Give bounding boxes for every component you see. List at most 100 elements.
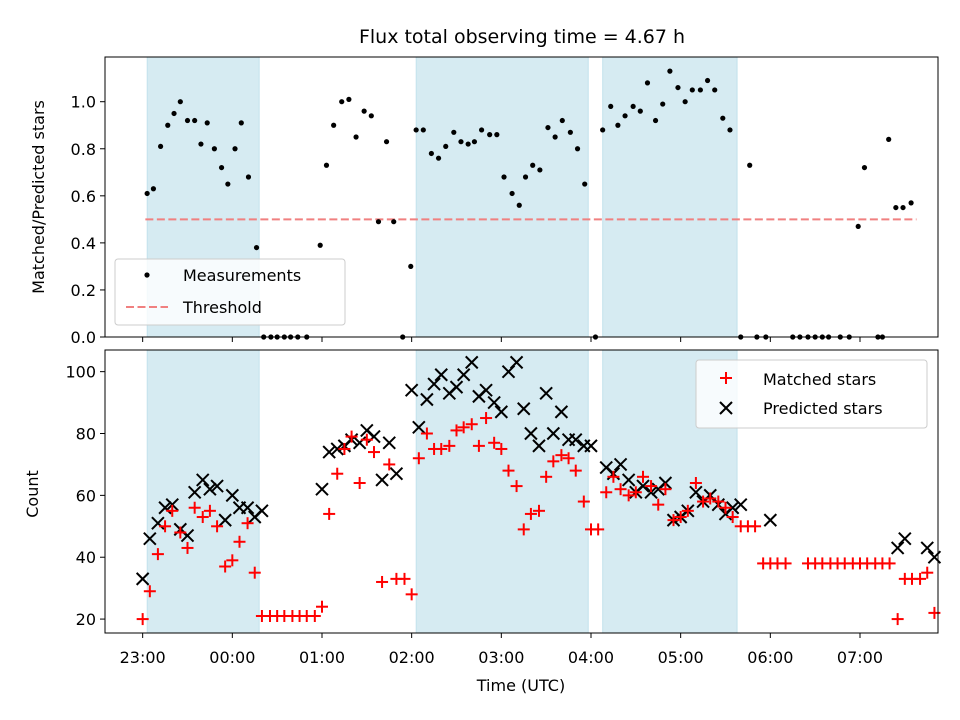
matched-star-marker — [659, 483, 672, 496]
matched-star-marker — [405, 588, 418, 601]
matched-star-marker — [540, 470, 553, 483]
count-panel: 20 40 60 80 100 23:00 00:00 01:00 02:00 03:00 04:… — [23, 349, 942, 695]
count-legend-box — [695, 359, 928, 429]
predicted-star-marker — [375, 473, 389, 487]
measurement-point — [509, 190, 515, 197]
predicted-star-marker — [763, 513, 778, 527]
ratio-y-axis-label: Matched/Predicted stars — [29, 100, 48, 294]
predicted-star-marker — [240, 501, 255, 515]
measurement-point — [530, 162, 536, 168]
observing-interval-band — [415, 349, 589, 634]
predicted-star-marker — [494, 405, 509, 419]
matched-star-marker — [645, 480, 658, 493]
matched-star-marker — [674, 511, 687, 524]
x-tick-label: 00:00 — [209, 648, 255, 667]
measurement-point — [501, 174, 507, 180]
measurement-point — [150, 186, 157, 192]
matched-star-marker — [592, 523, 605, 536]
measurement-point — [331, 122, 337, 128]
matched-star-marker — [181, 541, 194, 554]
matched-star-marker — [622, 489, 635, 502]
matched-star-marker — [136, 613, 149, 626]
measurement-point — [675, 84, 681, 91]
y-tick-label: 0.6 — [71, 187, 96, 206]
matched-star-marker — [196, 511, 209, 524]
measurement-point — [368, 113, 374, 119]
predicted-star-marker — [187, 485, 202, 499]
x-tick-label: 07:00 — [837, 648, 883, 667]
matched-star-marker — [502, 464, 515, 477]
measurement-point — [644, 80, 651, 86]
matched-star-marker — [712, 495, 725, 508]
matched-star-marker — [488, 436, 501, 449]
matched-star-marker — [547, 455, 560, 468]
matched-star-marker — [308, 609, 321, 622]
predicted-star-marker — [517, 402, 531, 416]
y-tick-label: 60 — [76, 486, 96, 505]
matched-star-marker — [914, 572, 927, 585]
predicted-star-marker — [255, 504, 269, 518]
y-tick-label: 40 — [76, 548, 96, 567]
measurement-point — [893, 204, 899, 211]
matched-star-marker — [480, 412, 493, 425]
predicted-star-marker — [898, 531, 912, 546]
predicted-star-marker — [509, 355, 524, 370]
ratio-plot-frame — [104, 56, 939, 338]
measurement-point — [652, 117, 659, 124]
measurement-point — [689, 87, 695, 93]
measurement-point — [537, 167, 543, 173]
y-tick-label: 20 — [76, 610, 96, 629]
measurement-point — [443, 143, 449, 150]
count-x-ticks: 23:00 00:00 01:00 02:00 03:00 04:00 05:00 06:00… — [120, 633, 883, 667]
predicted-star-marker — [658, 476, 673, 490]
measurement-point — [413, 127, 419, 133]
observing-interval-band — [146, 349, 260, 634]
matched-star-marker — [203, 504, 216, 517]
x-tick-label: 03:00 — [478, 648, 524, 667]
measurement-point — [567, 129, 573, 135]
matched-star-marker — [159, 520, 172, 533]
measurement-point — [245, 174, 252, 180]
predicted-star-marker — [404, 383, 419, 397]
matched-star-marker — [704, 492, 717, 505]
measurement-point — [667, 68, 673, 74]
matched-star-marker — [248, 566, 261, 579]
measurement-legend-marker — [144, 272, 150, 278]
matched-star-marker — [697, 495, 710, 508]
matched-star-marker — [174, 526, 187, 539]
matched-star-marker — [921, 566, 934, 579]
predicted-star-marker — [382, 436, 396, 450]
matched-star-marker — [360, 433, 373, 446]
measurement-point — [346, 96, 352, 102]
x-tick-label: 23:00 — [120, 648, 166, 667]
predicted-star-marker — [449, 380, 464, 394]
chart-title: Flux total observing time = 4.67 h — [359, 26, 685, 48]
measurement-point — [861, 164, 868, 171]
predicted-star-marker — [218, 513, 232, 527]
measurement-point — [184, 117, 191, 124]
predicted-star-marker — [465, 355, 479, 370]
predicted-star-marker — [621, 473, 636, 487]
predicted-star-marker — [434, 368, 448, 382]
measurement-point — [165, 122, 171, 128]
predicted-star-marker — [920, 541, 934, 555]
matched-star-marker — [398, 572, 411, 585]
matched-star-marker — [681, 504, 694, 517]
predicted-star-marker — [412, 420, 426, 435]
measurement-point — [545, 124, 551, 131]
matched-star-marker — [323, 507, 336, 520]
measurement-point — [204, 120, 210, 126]
measurement-point — [747, 162, 753, 168]
matched-star-marker — [779, 557, 792, 570]
measurement-point — [727, 127, 733, 133]
measurement-point — [383, 139, 390, 145]
matched-star-marker — [577, 495, 590, 508]
x-tick-label: 01:00 — [299, 648, 345, 667]
matched-star-marker — [495, 442, 508, 455]
measurement-point — [144, 190, 150, 197]
measurement-point — [391, 219, 397, 225]
x-tick-label: 05:00 — [658, 648, 704, 667]
matched-star-marker — [629, 486, 642, 499]
count-y-axis-label: Count — [23, 470, 42, 518]
ratio-panel: 0.0 0.2 0.4 0.6 0.8 1.0 Matched/Predicted sta… — [29, 56, 939, 347]
